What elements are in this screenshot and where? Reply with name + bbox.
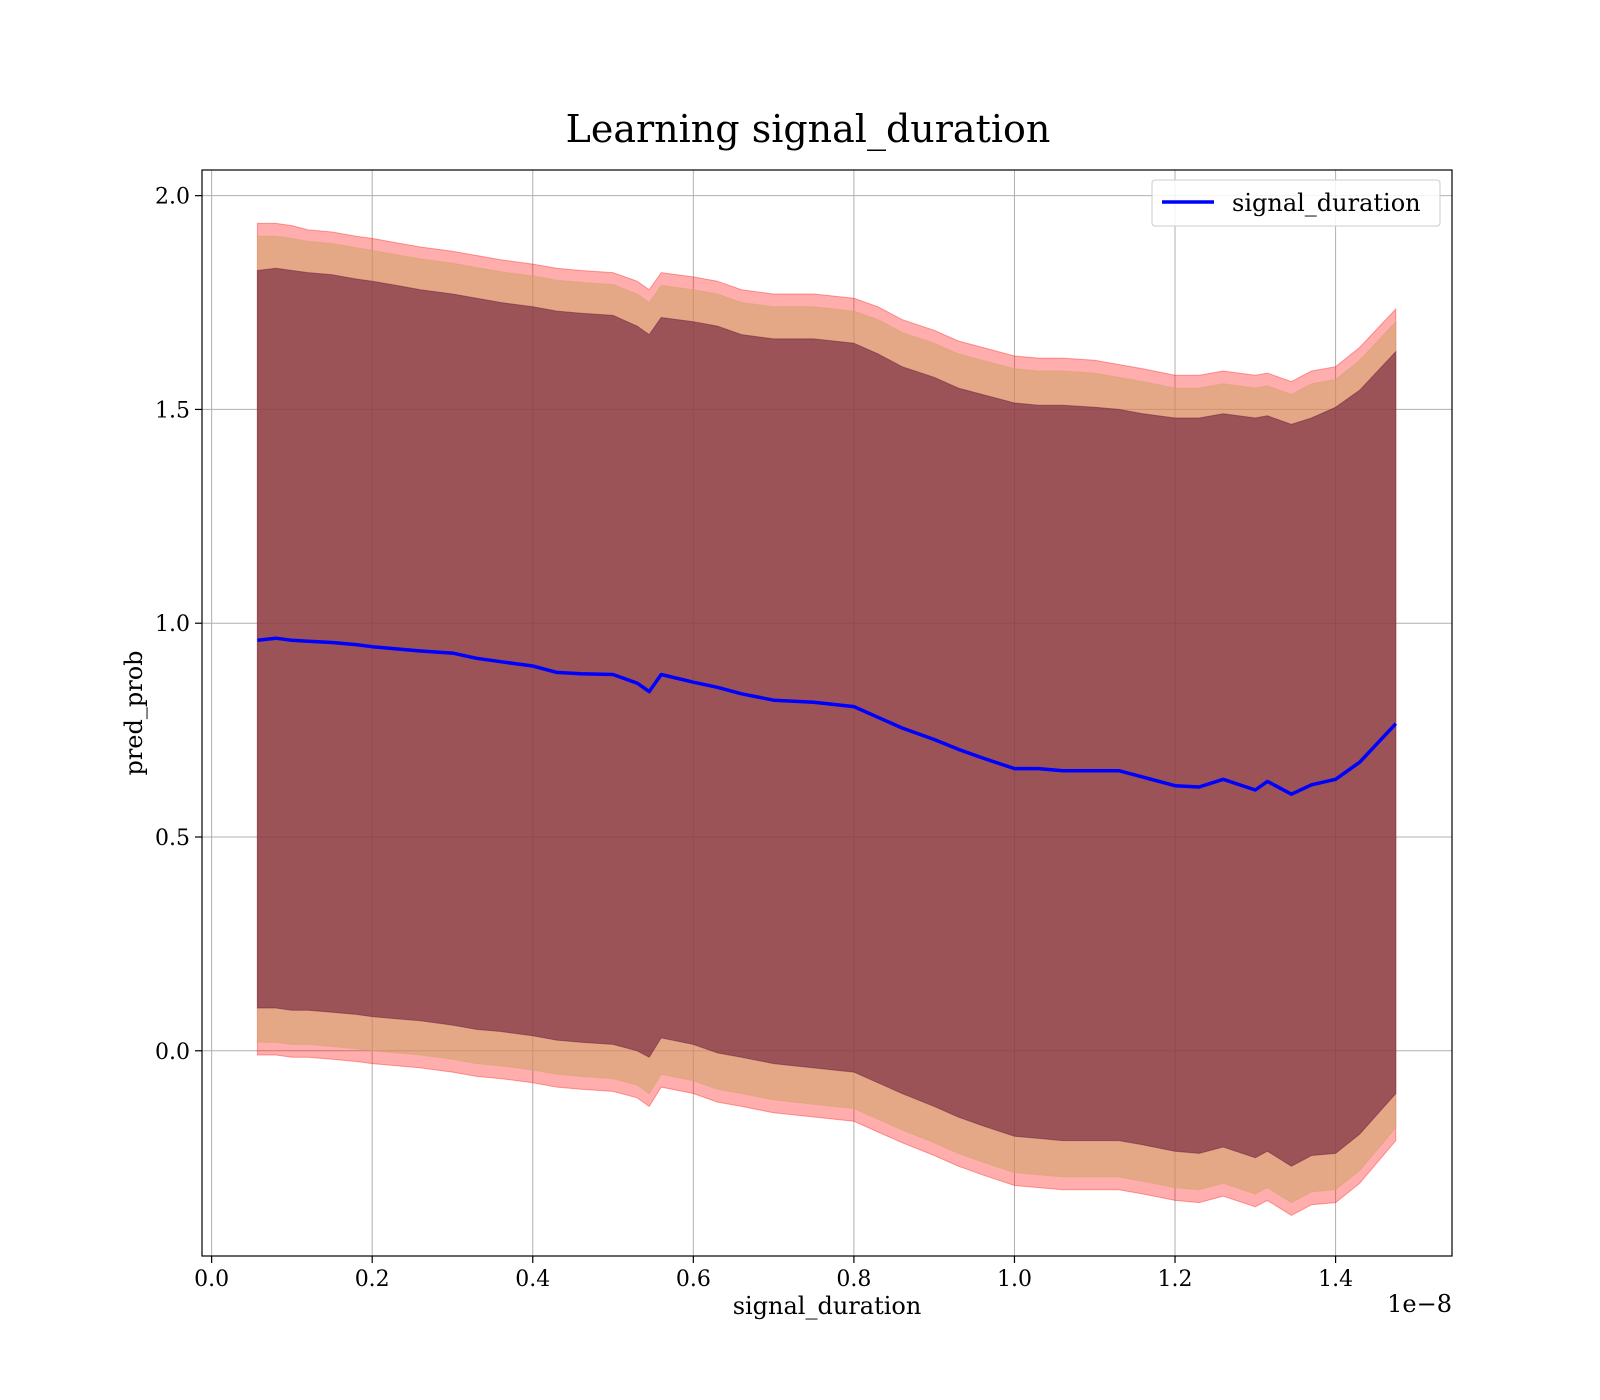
legend-box <box>1151 179 1441 227</box>
legend: signal_duration <box>1151 179 1441 227</box>
series-line-signal-duration <box>257 636 1398 796</box>
x-tick-label: 0.2 <box>355 1267 390 1292</box>
x-tick-label: 1.4 <box>1318 1267 1353 1292</box>
confidence-bands <box>256 222 1397 1216</box>
x-axis-offset-text: 1e−8 <box>1387 1290 1452 1318</box>
y-tick-label: 2.0 <box>155 185 190 210</box>
x-tick-label: 1.0 <box>997 1267 1032 1292</box>
chart-title: Learning signal_duration <box>566 107 1051 152</box>
x-axis-ticks: 0.0 0.2 0.4 0.6 0.8 1.0 1.2 1.4 <box>194 1256 1353 1292</box>
legend-label-signal-duration: signal_duration <box>1232 189 1421 217</box>
y-axis-label: pred_prob <box>120 650 148 775</box>
y-tick-label: 1.5 <box>155 398 190 423</box>
y-tick-label: 1.0 <box>155 612 190 637</box>
x-tick-label: 0.4 <box>515 1267 550 1292</box>
x-tick-label: 0.6 <box>676 1267 711 1292</box>
y-tick-label: 0.0 <box>155 1040 190 1065</box>
y-axis-ticks: 0.0 0.5 1.0 1.5 2.0 <box>155 185 202 1065</box>
x-tick-label: 1.2 <box>1158 1267 1193 1292</box>
plot-frame <box>201 169 1453 1257</box>
x-axis-label: signal_duration <box>733 1292 922 1320</box>
x-tick-label: 0.0 <box>194 1267 229 1292</box>
x-tick-label: 0.8 <box>836 1267 871 1292</box>
y-tick-label: 0.5 <box>155 826 190 851</box>
band-inner <box>256 267 1397 1167</box>
